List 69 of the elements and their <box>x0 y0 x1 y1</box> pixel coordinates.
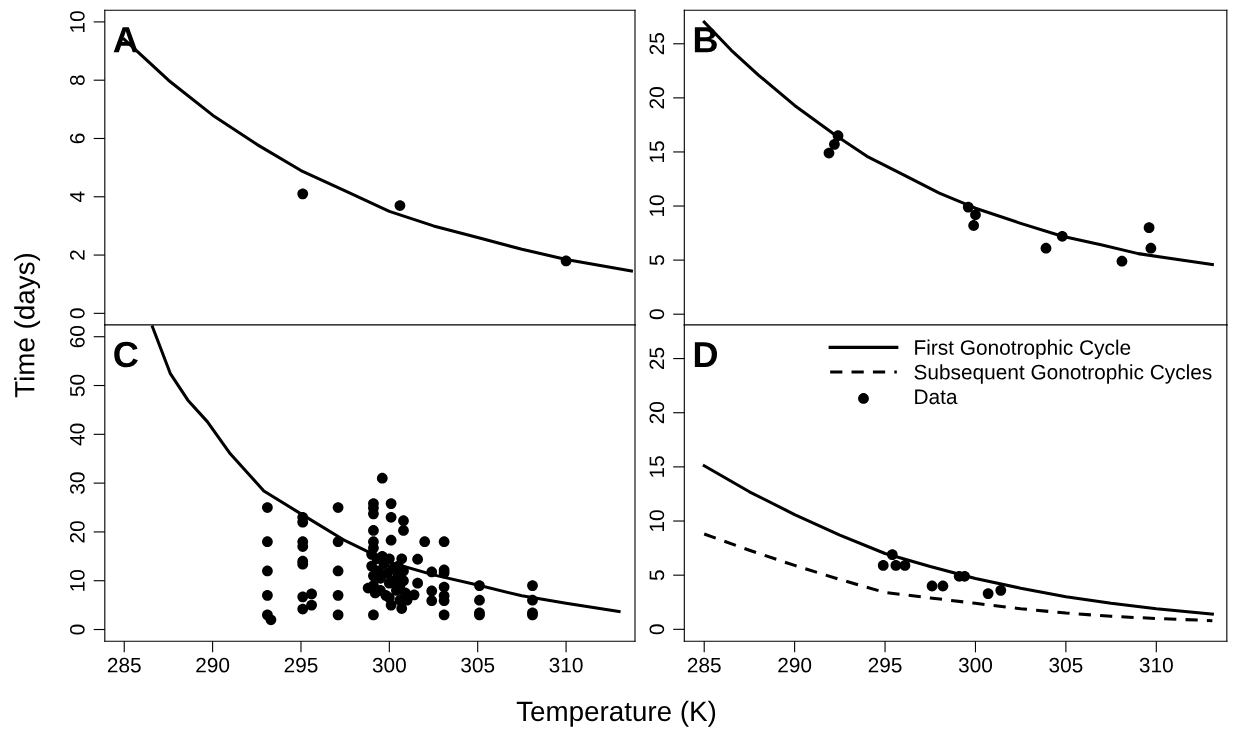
point <box>1116 255 1128 267</box>
legend-label: Data <box>915 389 958 405</box>
y-tick-label: 0 <box>69 308 85 319</box>
point <box>970 209 981 221</box>
point <box>899 560 911 571</box>
y-axis-title: Time (days) <box>14 253 41 398</box>
y-tick-label: 25 <box>649 347 665 370</box>
y-tick-label: 5 <box>649 570 665 581</box>
x-tick-label: 305 <box>461 657 495 673</box>
y-tick-label: 10 <box>69 569 85 591</box>
point <box>297 188 309 200</box>
point <box>982 588 994 599</box>
x-axis-title: Temperature (K) <box>516 700 716 727</box>
y-tick-label: 10 <box>69 11 85 32</box>
point <box>1056 230 1068 242</box>
y-tick-label: 10 <box>649 510 665 532</box>
point <box>394 200 406 211</box>
point <box>926 580 938 592</box>
annotation: C <box>114 341 138 368</box>
line-series <box>702 464 1214 616</box>
y-tick-label: 2 <box>69 250 85 260</box>
y-tick-label: 5 <box>649 255 665 266</box>
y-tick-label: 10 <box>649 195 665 217</box>
x-tick-label: 305 <box>1049 657 1083 673</box>
point <box>823 147 835 159</box>
x-tick-label: 290 <box>196 657 230 673</box>
y-tick-label: 40 <box>69 423 85 446</box>
y-tick-label: 0 <box>649 624 665 635</box>
legend-label: First Gonotrophic Cycle <box>915 339 1131 360</box>
point <box>560 255 572 267</box>
x-tick-label: 295 <box>868 657 902 673</box>
point <box>832 130 844 142</box>
point <box>829 138 840 150</box>
x-tick-label: 300 <box>372 657 406 673</box>
x-tick-label: 310 <box>1139 657 1173 673</box>
y-tick-label: 20 <box>649 87 665 109</box>
x-tick-label: 300 <box>958 657 993 673</box>
x-tick-label: 290 <box>778 657 812 673</box>
y-tick-label: 60 <box>69 325 85 348</box>
legend-label: Subsequent Gonotrophic Cycles <box>914 364 1212 384</box>
point <box>877 560 889 571</box>
y-tick-label: 50 <box>69 374 85 397</box>
x-tick-label: 285 <box>687 657 721 673</box>
y-tick-label: 8 <box>69 75 85 86</box>
y-tick-label: 15 <box>649 141 665 162</box>
point <box>1145 242 1157 254</box>
annotation: D <box>694 342 718 367</box>
point <box>962 201 974 213</box>
y-tick-label: 4 <box>70 191 85 203</box>
x-tick-label: 295 <box>284 657 318 673</box>
y-tick-label: 30 <box>69 472 85 494</box>
y-tick-label: 6 <box>69 133 85 144</box>
point <box>1143 222 1155 234</box>
line-series <box>702 532 1214 623</box>
x-tick-label: 285 <box>107 657 141 673</box>
y-tick-label: 25 <box>649 33 665 55</box>
point <box>1040 242 1052 254</box>
y-tick-label: 20 <box>69 521 85 543</box>
point <box>890 560 902 571</box>
point <box>995 584 1007 596</box>
y-tick-label: 0 <box>649 309 665 320</box>
y-tick-label: 20 <box>649 401 665 424</box>
y-tick-label: 0 <box>69 624 85 635</box>
point <box>937 580 949 592</box>
point <box>886 549 898 560</box>
point <box>968 220 980 231</box>
x-tick-label: 310 <box>549 657 583 673</box>
y-tick-label: 15 <box>649 456 665 477</box>
annotation: B <box>694 27 717 53</box>
